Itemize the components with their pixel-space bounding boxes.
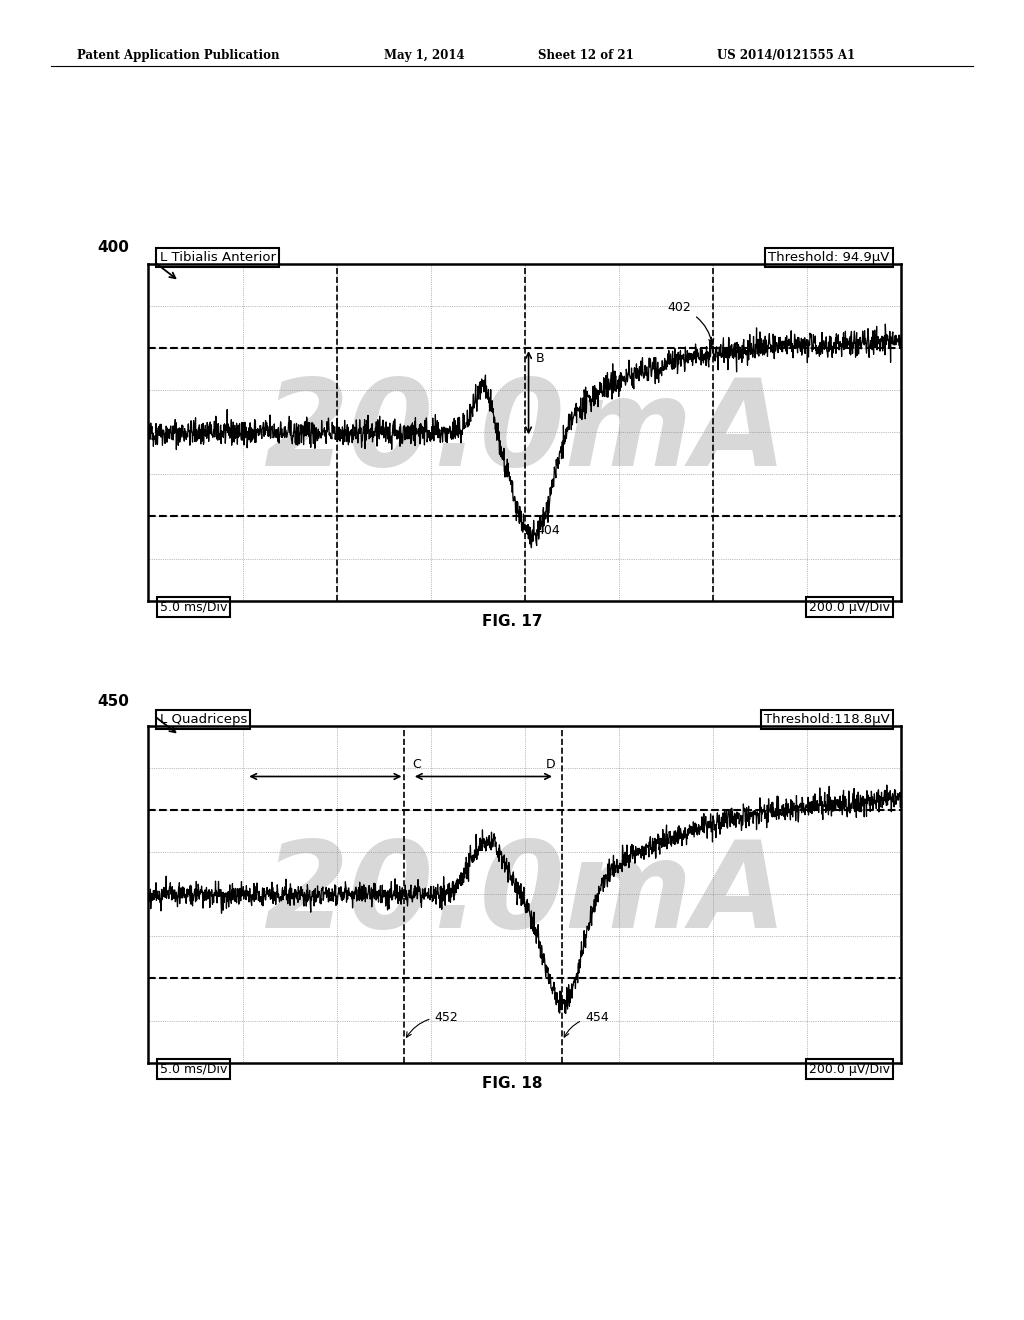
Text: L Quadriceps: L Quadriceps (160, 713, 247, 726)
Text: FIG. 17: FIG. 17 (481, 614, 543, 628)
Text: 450: 450 (97, 694, 129, 709)
Text: 200.0 μV/Div: 200.0 μV/Div (809, 1063, 890, 1076)
Text: Threshold: 94.9μV: Threshold: 94.9μV (768, 251, 890, 264)
Text: US 2014/0121555 A1: US 2014/0121555 A1 (717, 49, 855, 62)
Text: FIG. 18: FIG. 18 (481, 1076, 543, 1090)
Text: Patent Application Publication: Patent Application Publication (77, 49, 280, 62)
Text: B: B (537, 351, 545, 364)
Text: 452: 452 (407, 1011, 458, 1038)
Text: 454: 454 (564, 1011, 608, 1038)
Text: C: C (412, 759, 421, 771)
Text: 20.0mA: 20.0mA (263, 374, 786, 491)
Text: 20.0mA: 20.0mA (263, 836, 786, 953)
Text: Sheet 12 of 21: Sheet 12 of 21 (538, 49, 634, 62)
Text: 200.0 μV/Div: 200.0 μV/Div (809, 601, 890, 614)
Text: D: D (546, 759, 555, 771)
Text: Threshold:118.8μV: Threshold:118.8μV (764, 713, 890, 726)
Text: 5.0 ms/Div: 5.0 ms/Div (160, 601, 227, 614)
Text: 5.0 ms/Div: 5.0 ms/Div (160, 1063, 227, 1076)
Text: 404: 404 (537, 524, 560, 537)
Text: L Tibialis Anterior: L Tibialis Anterior (160, 251, 275, 264)
Text: May 1, 2014: May 1, 2014 (384, 49, 465, 62)
Text: 400: 400 (97, 240, 129, 255)
Text: 402: 402 (668, 301, 714, 345)
